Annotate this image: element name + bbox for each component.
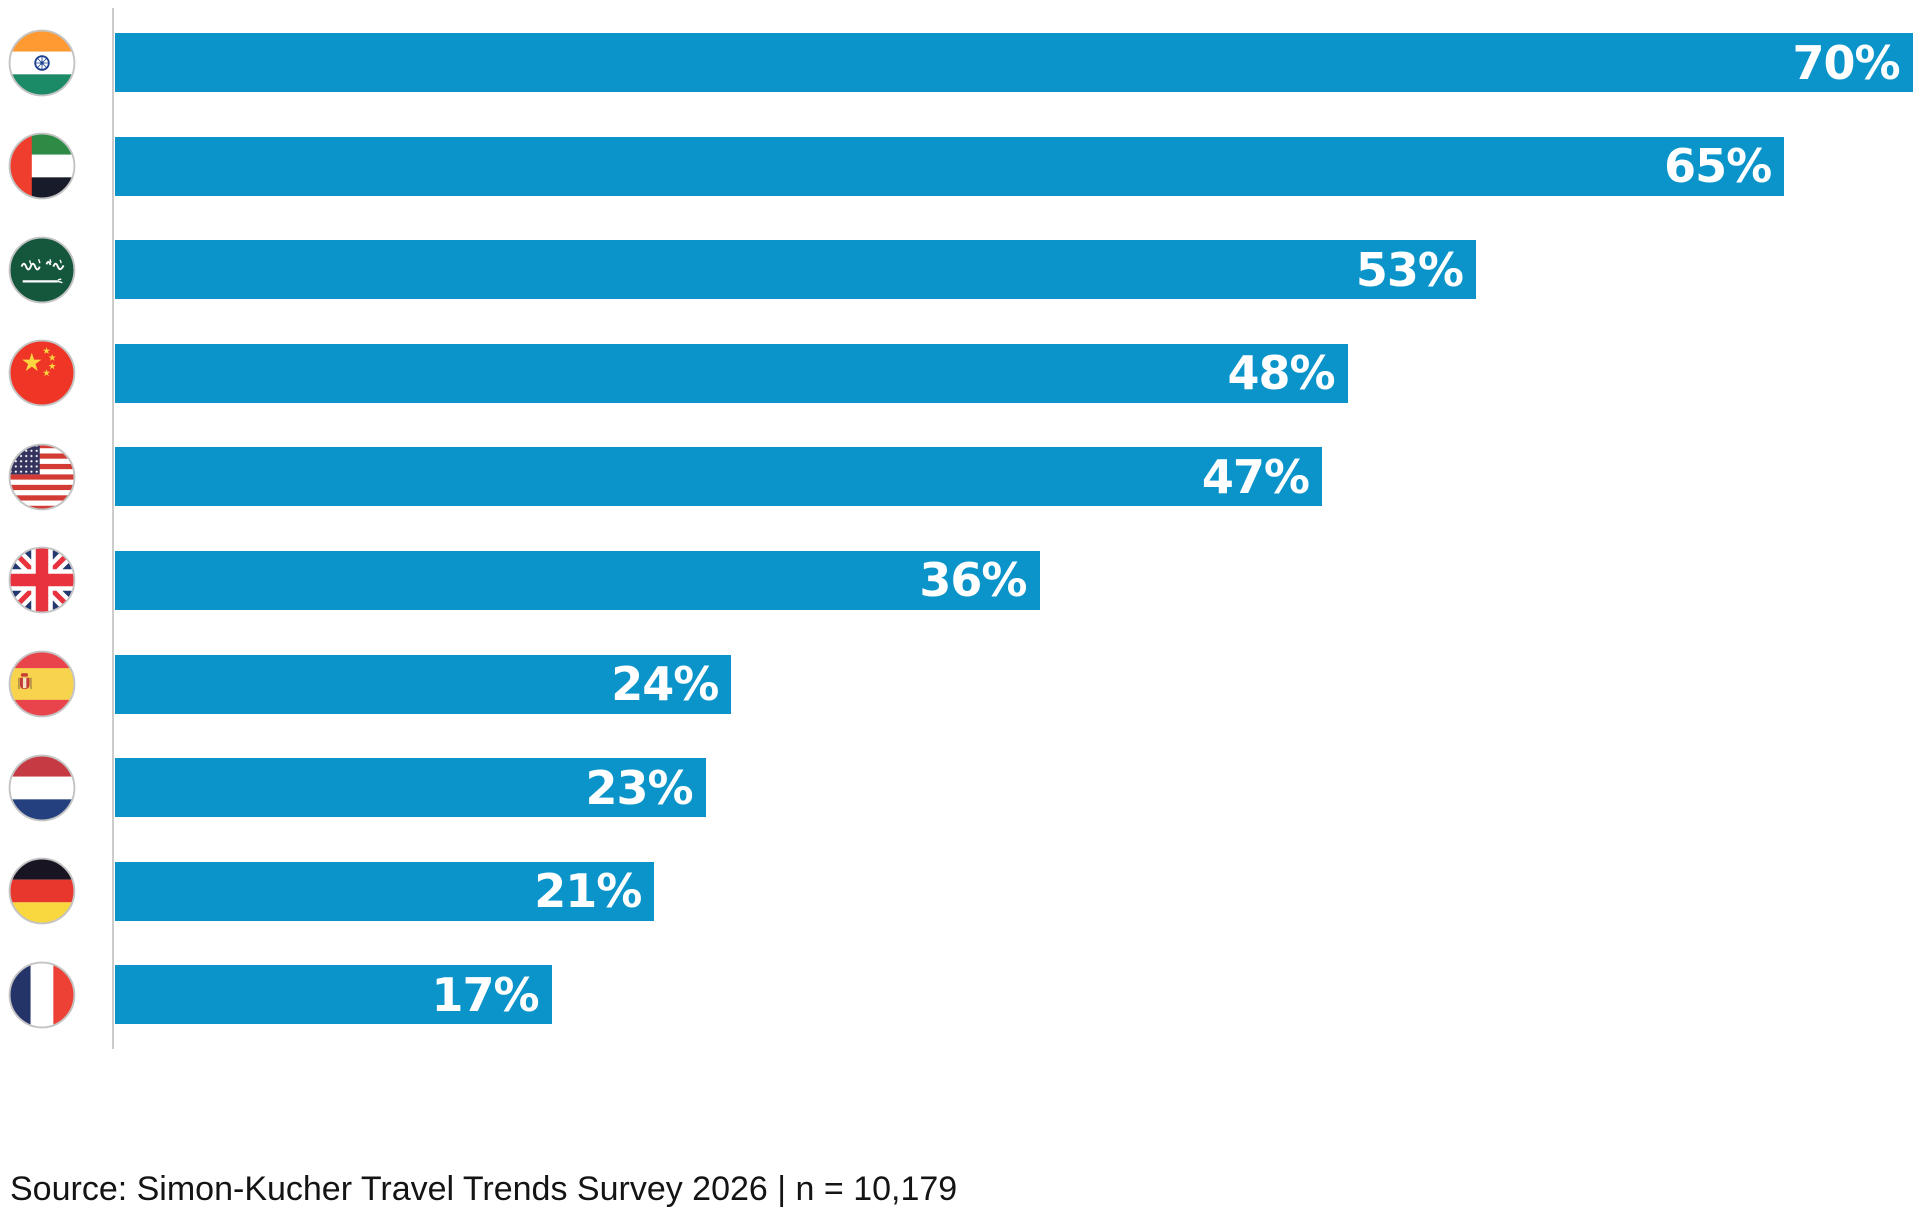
bar-row: 47%	[0, 443, 1920, 511]
bar-uae: 65%	[115, 136, 1785, 196]
value-label: 24%	[611, 657, 719, 712]
bar-germany: 21%	[115, 861, 655, 921]
value-label: 53%	[1355, 242, 1464, 297]
value-label: 47%	[1201, 449, 1310, 504]
value-label: 23%	[585, 760, 693, 815]
bar-spain: 24%	[115, 654, 732, 714]
y-axis-line	[112, 8, 114, 1049]
value-label: 48%	[1227, 346, 1335, 401]
value-label: 21%	[534, 864, 642, 919]
value-label: 65%	[1664, 139, 1772, 194]
bar-france: 17%	[115, 965, 552, 1025]
bar-row: 48%	[0, 339, 1920, 407]
china-flag-icon	[8, 339, 76, 407]
india-flag-icon	[8, 29, 76, 97]
bar-rows: 70% 65%	[0, 29, 1920, 1029]
value-label: 36%	[919, 553, 1027, 608]
bar-china: 48%	[115, 343, 1348, 403]
spain-flag-icon	[8, 650, 76, 718]
bar-row: 23%	[0, 754, 1920, 822]
value-label: 70%	[1792, 35, 1900, 90]
bar-row: 24%	[0, 650, 1920, 718]
bar-saudi-arabia: 53%	[115, 240, 1476, 300]
bar-row: 65%	[0, 132, 1920, 200]
usa-flag-icon	[8, 443, 76, 511]
saudi-arabia-flag-icon	[8, 236, 76, 304]
bar-row: 17%	[0, 961, 1920, 1029]
france-flag-icon	[8, 961, 76, 1029]
bar-india: 70%	[115, 33, 1913, 92]
germany-flag-icon	[8, 857, 76, 925]
uae-flag-icon	[8, 132, 76, 200]
uk-flag-icon	[8, 546, 76, 614]
bar-usa: 47%	[115, 447, 1322, 507]
bar-row: 36%	[0, 547, 1920, 614]
netherlands-flag-icon	[8, 754, 76, 822]
bar-row: 53%	[0, 236, 1920, 304]
bar-row: 70%	[0, 29, 1920, 96]
value-label: 17%	[431, 967, 539, 1022]
bar-row: 21%	[0, 857, 1920, 925]
bar-uk: 36%	[115, 550, 1040, 610]
bar-netherlands: 23%	[115, 758, 706, 818]
source-note: Source: Simon-Kucher Travel Trends Surve…	[10, 1170, 958, 1208]
